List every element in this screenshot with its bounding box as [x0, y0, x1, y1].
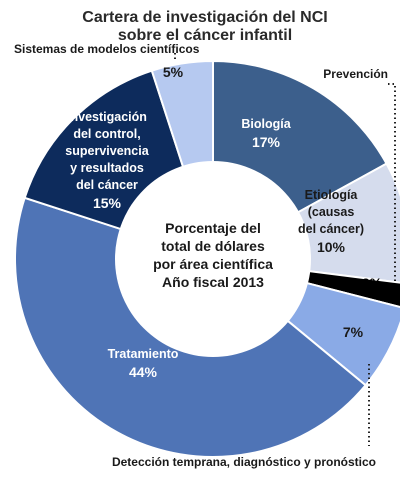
text-line: Cartera de investigación del NCI [82, 9, 327, 26]
text-line: sobre el cáncer infantil [118, 27, 292, 44]
slice-labels: Biología 17% Etiología (causas del cáncer) 10… [65, 64, 382, 380]
chart-title: Cartera de investigación del NCI sobre el… [82, 9, 327, 44]
slice-label-line: del cáncer) [298, 222, 364, 236]
slice-label-line: Investigación [67, 110, 147, 124]
slice-label: 2% [362, 275, 383, 291]
slice-label-line: supervivencia [65, 144, 149, 158]
slice-label-line: (causas [308, 205, 355, 219]
slice-value: 5% [163, 64, 184, 80]
center-hole [115, 161, 311, 357]
external-label-sistemas: Sistemas de modelos científicos [14, 42, 200, 56]
slice-label: Tratamiento 44% [108, 347, 179, 380]
leader-lines [174, 53, 396, 446]
text-line: Año fiscal 2013 [162, 274, 264, 290]
external-label-deteccion: Detección temprana, diagnóstico y pronós… [112, 455, 376, 469]
slice-label-line: del cáncer [76, 178, 138, 192]
external-label-prevencion: Prevención [323, 67, 388, 81]
slice-value: 10% [317, 239, 346, 255]
slice-value: 7% [343, 324, 364, 340]
pie-slice [212, 258, 400, 309]
slice-value: 15% [93, 195, 122, 211]
slice-label-line: Biología [241, 117, 291, 131]
slice-label: Biología 17% [241, 117, 291, 150]
slice-label: Investigación del control, supervivencia y … [65, 110, 149, 211]
text-line: Porcentaje del [165, 220, 261, 236]
slice-value: 2% [362, 275, 383, 291]
slice-label-line: del control, [73, 127, 140, 141]
slice-label-line: Tratamiento [108, 347, 179, 361]
slice-label-line: y resultados [70, 161, 144, 175]
text-line: total de dólares [161, 238, 265, 254]
slice-label-line: Etiología [305, 188, 359, 202]
external-labels: Sistemas de modelos científicos Prevenció… [14, 42, 388, 469]
center-label: Porcentaje del total de dólares por área c… [153, 220, 273, 290]
slice-label: Etiología (causas del cáncer) 10% [298, 188, 364, 255]
slice-value: 44% [129, 364, 158, 380]
slice-label: 7% [343, 324, 364, 340]
slice-value: 17% [252, 134, 281, 150]
text-line: por área científica [153, 256, 273, 272]
slice-label: 5% [163, 64, 184, 80]
